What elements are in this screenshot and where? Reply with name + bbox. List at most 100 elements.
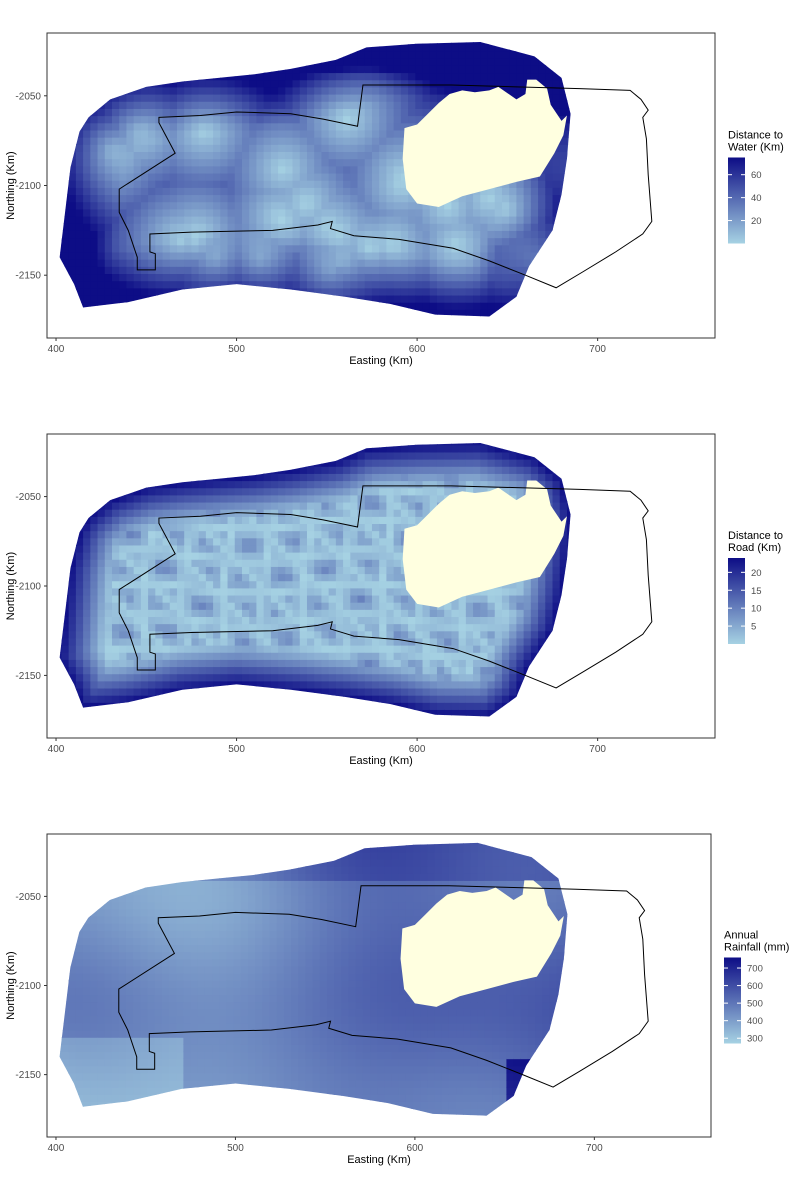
raster-cell (270, 201, 279, 210)
raster-cell (126, 609, 135, 617)
raster-cell (227, 137, 236, 145)
raster-cell (162, 623, 171, 632)
raster-cell (473, 208, 481, 217)
raster-cell (75, 616, 84, 625)
raster-cell (559, 108, 568, 117)
raster-cell (90, 537, 99, 546)
raster-cell (162, 687, 171, 696)
raster-cell (68, 172, 77, 181)
raster-cell (198, 523, 207, 532)
raster-cell (148, 530, 156, 539)
raster-cell (263, 122, 272, 131)
raster-cell (343, 94, 351, 102)
raster-cell (162, 616, 171, 625)
raster-cell (126, 101, 135, 109)
raster-cell (220, 101, 229, 109)
raster-cell (436, 280, 445, 289)
raster-cell (343, 287, 351, 296)
raster-cell (75, 273, 84, 282)
raster-cell (494, 201, 503, 210)
raster-cell (198, 172, 207, 181)
raster-cell (408, 251, 416, 260)
raster-cell (530, 208, 539, 217)
raster-cell (234, 144, 243, 153)
raster-cell (292, 273, 301, 282)
raster-cell (83, 673, 91, 682)
raster-cell (155, 666, 164, 675)
raster-cell (241, 223, 250, 231)
raster-cell (321, 230, 330, 239)
raster-cell (169, 566, 178, 575)
raster-cell (90, 552, 99, 560)
raster-cell (61, 652, 70, 660)
raster-cell (393, 94, 402, 102)
raster-cell (299, 280, 308, 289)
raster-cell (176, 180, 185, 188)
raster-cell (256, 280, 265, 289)
raster-cell (292, 115, 301, 124)
raster-cell (451, 273, 460, 282)
raster-cell (480, 187, 489, 196)
raster-cell (436, 273, 445, 282)
raster-cell (169, 552, 178, 560)
raster-cell (364, 244, 373, 253)
raster-cell (148, 259, 156, 267)
raster-cell (321, 65, 330, 74)
raster-cell (75, 187, 84, 196)
raster-cell (422, 223, 431, 231)
raster-cell (480, 208, 489, 217)
raster-cell (350, 216, 359, 224)
raster-cell (133, 244, 142, 253)
raster-cell (133, 86, 142, 95)
raster-cell (227, 86, 236, 95)
raster-cell (97, 573, 106, 582)
raster-cell (90, 237, 99, 246)
raster-cell (162, 201, 171, 210)
raster-cell (429, 251, 438, 260)
raster-cell (198, 194, 207, 203)
raster-cell (126, 494, 135, 503)
raster-cell (552, 86, 561, 95)
raster-cell (357, 129, 366, 138)
raster-cell (386, 165, 395, 174)
raster-cell (465, 302, 474, 310)
raster-cell (559, 86, 568, 95)
raster-cell (133, 165, 142, 174)
raster-cell (90, 702, 99, 710)
raster-cell (169, 273, 178, 282)
raster-cell (335, 280, 344, 289)
raster-cell (299, 172, 308, 181)
raster-cell (241, 251, 250, 260)
raster-cell (494, 251, 503, 260)
raster-cell (104, 129, 113, 138)
raster-cell (480, 72, 489, 81)
raster-cell (530, 72, 539, 81)
raster-cell (169, 129, 178, 138)
raster-cell (328, 101, 337, 109)
raster-cell (400, 43, 409, 52)
raster-cell (241, 115, 250, 124)
raster-cell (343, 122, 351, 131)
raster-cell (357, 194, 366, 203)
raster-cell (241, 165, 250, 174)
raster-cell (126, 201, 135, 210)
raster-cell (306, 280, 315, 289)
raster-cell (552, 208, 561, 217)
raster-cell (68, 244, 77, 253)
raster-cell (393, 187, 402, 196)
raster-cell (343, 180, 351, 188)
raster-cell (75, 530, 84, 539)
raster-cell (176, 244, 185, 253)
raster-cell (119, 537, 128, 546)
raster-cell (176, 137, 185, 145)
raster-cell (111, 666, 120, 675)
raster-cell (126, 151, 135, 160)
raster-cell (473, 216, 481, 224)
raster-cell (169, 115, 178, 124)
raster-cell (458, 287, 467, 296)
raster-cell (538, 65, 546, 74)
raster-cell (83, 122, 91, 131)
raster-cell (148, 86, 156, 95)
raster-cell (249, 208, 258, 217)
raster-cell (119, 509, 128, 517)
